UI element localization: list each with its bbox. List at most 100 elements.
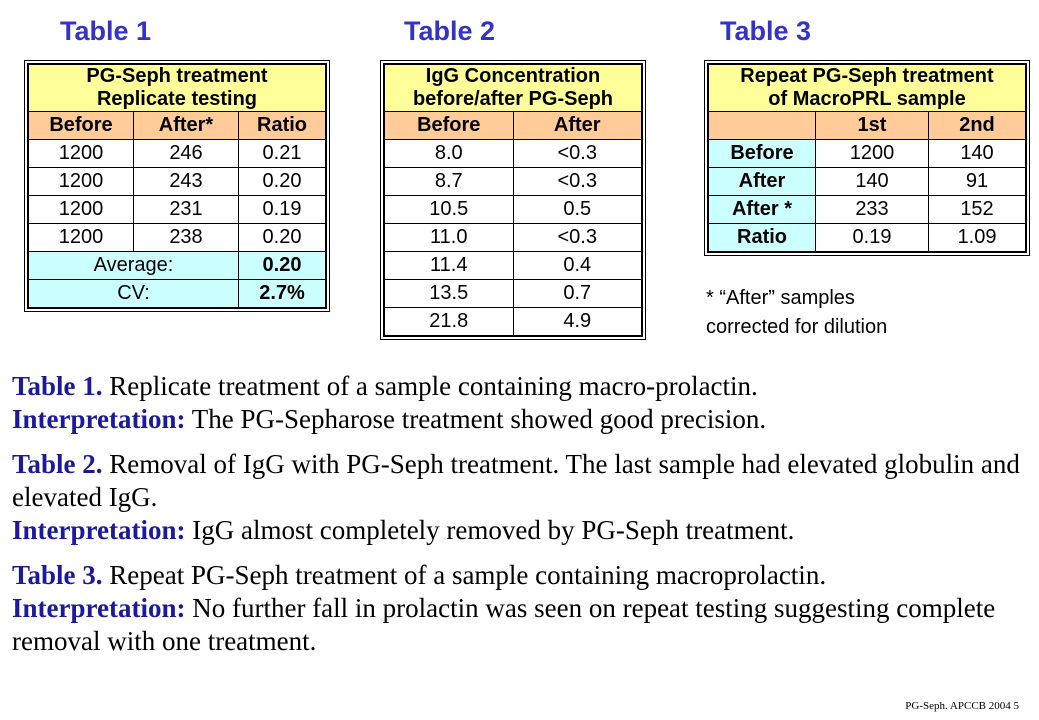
table-cell: 1.09 [928, 223, 1026, 252]
table-cell: 8.0 [384, 139, 514, 168]
table2-title: IgG Concentration before/after PG-Seph [384, 64, 642, 112]
table1-header-ratio: Ratio [238, 111, 326, 140]
table-row: 1200 238 0.20 [28, 223, 326, 252]
table2-title-line2: before/after PG-Seph [412, 88, 614, 110]
table1-heading: Table 1 [60, 16, 152, 46]
table-row: 11.4 0.4 [384, 251, 642, 280]
table-row: 1200 243 0.20 [28, 167, 326, 196]
table-cell: 0.4 [512, 251, 642, 280]
table-cell: 140 [815, 167, 929, 196]
table-cell: 1200 [815, 139, 929, 168]
interpretation-label: Interpretation: [12, 404, 186, 434]
table2: IgG Concentration before/after PG-Seph B… [384, 64, 642, 336]
table1-cv-row: CV: 2.7% [28, 279, 326, 308]
table1-title: PG-Seph treatment Replicate testing [28, 64, 326, 112]
caption-label: Table 3. [12, 560, 103, 590]
table-row: 21.8 4.9 [384, 307, 642, 336]
table-cell: 4.9 [512, 307, 642, 336]
table-row: 8.7 <0.3 [384, 167, 642, 196]
caption-label: Table 2. [12, 449, 103, 479]
table-cell: 0.20 [238, 223, 326, 252]
table3-header-blank [708, 111, 816, 140]
table-cell: 0.19 [815, 223, 929, 252]
table-cell: 233 [815, 195, 929, 224]
caption-table1: Table 1. Replicate treatment of a sample… [12, 370, 1022, 436]
footnote-line1: * “After” samples [706, 287, 855, 309]
table-cell: <0.3 [512, 167, 642, 196]
table-cell: 10.5 [384, 195, 514, 224]
table-row: 1200 246 0.21 [28, 139, 326, 168]
caption-table3: Table 3. Repeat PG-Seph treatment of a s… [12, 559, 1022, 658]
caption-table2: Table 2. Removal of IgG with PG-Seph tre… [12, 448, 1022, 547]
table-cell: 91 [928, 167, 1026, 196]
caption-label: Table 1. [12, 371, 103, 401]
captions: Table 1. Replicate treatment of a sample… [12, 370, 1022, 658]
table-cell: 231 [133, 195, 239, 224]
table1-cv-value: 2.7% [238, 279, 326, 308]
table-cell: 152 [928, 195, 1026, 224]
table-cell: 21.8 [384, 307, 514, 336]
table-cell: 11.4 [384, 251, 514, 280]
table-row: 10.5 0.5 [384, 195, 642, 224]
table3-row-label: After [708, 167, 816, 196]
table3-row-label: Ratio [708, 223, 816, 252]
table-cell: 13.5 [384, 279, 514, 308]
table3-title: Repeat PG-Seph treatment of MacroPRL sam… [708, 64, 1026, 112]
interpretation-text: IgG almost completely removed by PG-Seph… [185, 515, 795, 545]
table2-title-line1: IgG Concentration [425, 65, 601, 87]
caption-text: Repeat PG-Seph treatment of a sample con… [102, 560, 827, 590]
table-cell: 11.0 [384, 223, 514, 252]
table1-average-value: 0.20 [238, 251, 326, 280]
table-cell: 246 [133, 139, 239, 168]
table-cell: 1200 [28, 223, 134, 252]
table1: PG-Seph treatment Replicate testing Befo… [28, 64, 326, 308]
table2-header-before: Before [384, 111, 514, 140]
table1-header-before: Before [28, 111, 134, 140]
table1-title-line1: PG-Seph treatment [86, 65, 268, 87]
table-cell: 1200 [28, 167, 134, 196]
table1-average-label: Average: [28, 251, 239, 280]
table-cell: <0.3 [512, 139, 642, 168]
table-cell: 238 [133, 223, 239, 252]
interpretation-label: Interpretation: [12, 593, 186, 623]
table3-title-line2: of MacroPRL sample [768, 88, 966, 110]
table-row: After * 233 152 [708, 195, 1026, 224]
table-cell: 0.21 [238, 139, 326, 168]
table2-heading: Table 2 [404, 16, 496, 46]
table-cell: 1200 [28, 139, 134, 168]
table1-title-line2: Replicate testing [96, 88, 258, 110]
table-row: Ratio 0.19 1.09 [708, 223, 1026, 252]
table1-cv-label: CV: [28, 279, 239, 308]
table3-header-2nd: 2nd [928, 111, 1026, 140]
interpretation-text: No further fall in prolactin was seen on… [12, 593, 996, 656]
caption-text: Removal of IgG with PG-Seph treatment. T… [12, 449, 1020, 512]
table-cell: 140 [928, 139, 1026, 168]
table3-row-label: After * [708, 195, 816, 224]
table-cell: 1200 [28, 195, 134, 224]
table2-header-after: After [512, 111, 642, 140]
interpretation-text: The PG-Sepharose treatment showed good p… [185, 404, 767, 434]
table1-frame: PG-Seph treatment Replicate testing Befo… [24, 60, 330, 312]
slide-footer: PG-Seph. APCCB 2004 5 [905, 700, 1019, 712]
table-cell: 0.5 [512, 195, 642, 224]
table-row: 1200 231 0.19 [28, 195, 326, 224]
table3-frame: Repeat PG-Seph treatment of MacroPRL sam… [704, 60, 1030, 256]
table3-footnote: * “After” samples corrected for dilution [706, 284, 887, 342]
caption-text: Replicate treatment of a sample containi… [102, 371, 758, 401]
table1-header-after: After* [133, 111, 239, 140]
table1-average-row: Average: 0.20 [28, 251, 326, 280]
table-cell: 0.19 [238, 195, 326, 224]
table-row: 13.5 0.7 [384, 279, 642, 308]
table-cell: 0.20 [238, 167, 326, 196]
table-cell: 0.7 [512, 279, 642, 308]
table-cell: 243 [133, 167, 239, 196]
table2-frame: IgG Concentration before/after PG-Seph B… [380, 60, 646, 340]
table3-header-1st: 1st [815, 111, 929, 140]
table-cell: <0.3 [512, 223, 642, 252]
footnote-line2: corrected for dilution [706, 316, 888, 338]
table-row: 8.0 <0.3 [384, 139, 642, 168]
interpretation-label: Interpretation: [12, 515, 186, 545]
table-cell: 8.7 [384, 167, 514, 196]
table-row: Before 1200 140 [708, 139, 1026, 168]
table3-heading: Table 3 [720, 16, 812, 46]
